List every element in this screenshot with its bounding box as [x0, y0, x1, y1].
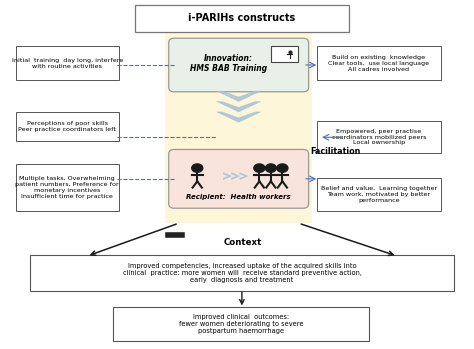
Text: i-PARIHs constructs: i-PARIHs constructs [188, 13, 295, 23]
Text: Belief and value,  Learning together
Team work, motivated by better
performance: Belief and value, Learning together Team… [321, 186, 437, 203]
Text: Initial  training  day long, interfere
with routine activities: Initial training day long, interfere wit… [11, 58, 123, 69]
FancyBboxPatch shape [135, 5, 349, 32]
Polygon shape [223, 173, 231, 180]
Text: Facilitation: Facilitation [310, 147, 360, 156]
Text: Context: Context [224, 238, 263, 247]
FancyBboxPatch shape [317, 46, 441, 80]
FancyBboxPatch shape [317, 178, 441, 211]
Polygon shape [217, 102, 261, 112]
Polygon shape [217, 91, 261, 102]
FancyBboxPatch shape [169, 38, 309, 92]
FancyBboxPatch shape [30, 255, 455, 291]
Polygon shape [217, 112, 261, 122]
Circle shape [254, 164, 265, 172]
Text: Empowered, peer practise
coordinators mobilized peers
Local ownership: Empowered, peer practise coordinators mo… [332, 129, 426, 146]
Text: Improved clinical  outcomes:
fewer women deteriorating to severe
postpartum haem: Improved clinical outcomes: fewer women … [179, 314, 303, 334]
Text: Innovation:
HMS BAB Training: Innovation: HMS BAB Training [190, 53, 267, 73]
Text: Recipient:  Health workers: Recipient: Health workers [186, 194, 291, 200]
FancyBboxPatch shape [164, 231, 184, 237]
Circle shape [265, 164, 276, 172]
Text: Build on existing  knowledge
Clear tools,  use local language
All cadres involve: Build on existing knowledge Clear tools,… [328, 55, 429, 72]
FancyBboxPatch shape [113, 307, 369, 341]
Circle shape [277, 164, 288, 172]
Text: Multiple tasks, Overwhelming
patient numbers, Preference for
monetary incentives: Multiple tasks, Overwhelming patient num… [15, 176, 119, 199]
Polygon shape [231, 173, 240, 180]
Text: Improved competencies, increased uptake of the acquired skills into
clinical  pr: Improved competencies, increased uptake … [123, 263, 362, 283]
FancyBboxPatch shape [165, 23, 312, 223]
Text: Perceptions of poor skills
Peer practice coordinators left: Perceptions of poor skills Peer practice… [18, 121, 116, 132]
Circle shape [191, 164, 203, 172]
FancyBboxPatch shape [16, 164, 118, 211]
FancyBboxPatch shape [169, 149, 309, 208]
FancyBboxPatch shape [271, 46, 298, 62]
Polygon shape [240, 173, 248, 180]
FancyBboxPatch shape [16, 112, 118, 141]
FancyBboxPatch shape [16, 46, 118, 80]
FancyBboxPatch shape [317, 121, 441, 153]
